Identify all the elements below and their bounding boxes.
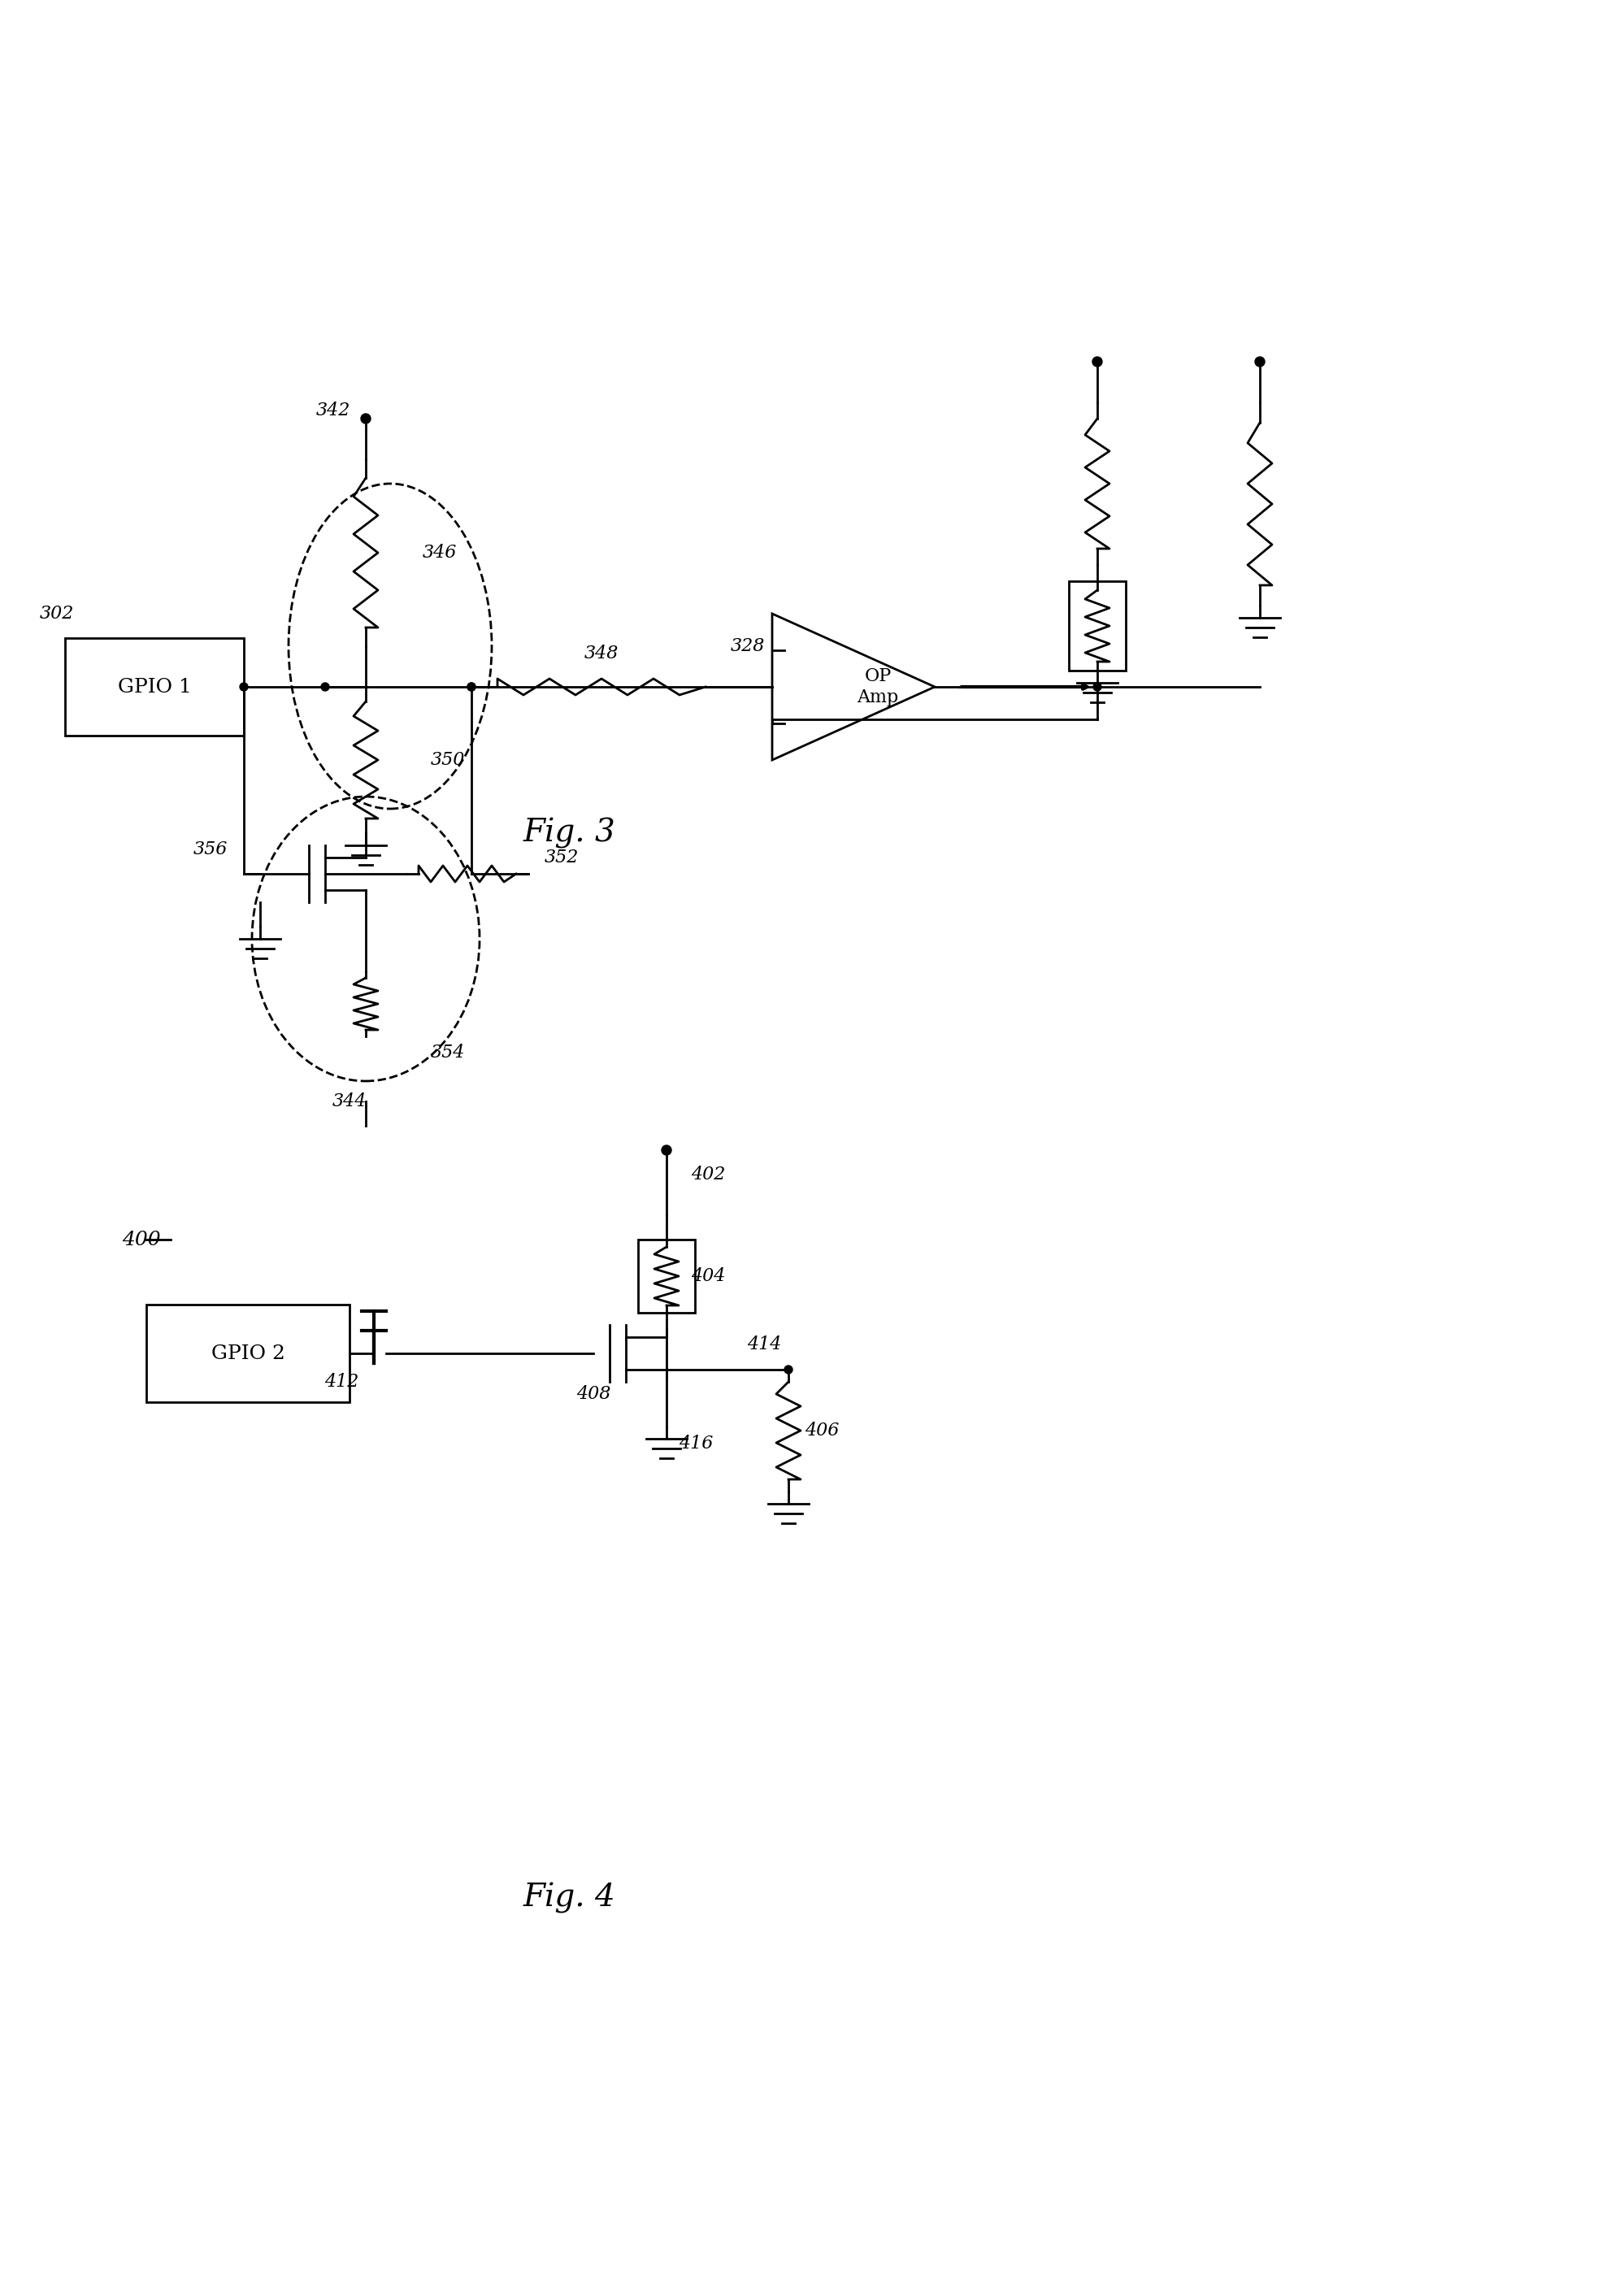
Circle shape xyxy=(1091,358,1101,367)
Text: 354: 354 xyxy=(430,1044,464,1062)
Text: 400: 400 xyxy=(122,1231,161,1249)
Circle shape xyxy=(1093,682,1101,691)
Circle shape xyxy=(661,1145,671,1156)
Text: 352: 352 xyxy=(544,848,578,866)
Text: 328: 328 xyxy=(731,638,765,654)
Bar xyxy=(1069,581,1125,670)
Text: 412: 412 xyxy=(325,1373,359,1391)
Text: 356: 356 xyxy=(193,841,227,857)
Text: Fig. 4: Fig. 4 xyxy=(523,1883,615,1913)
Circle shape xyxy=(322,682,330,691)
Circle shape xyxy=(361,413,370,424)
Bar xyxy=(638,1240,695,1313)
Text: 344: 344 xyxy=(333,1092,367,1110)
Circle shape xyxy=(784,1366,793,1373)
Text: 346: 346 xyxy=(422,545,456,561)
Text: 416: 416 xyxy=(679,1434,713,1452)
Text: OP
Amp: OP Amp xyxy=(856,668,898,707)
Circle shape xyxy=(240,682,248,691)
Text: 408: 408 xyxy=(577,1384,611,1402)
Circle shape xyxy=(468,682,476,691)
Text: 342: 342 xyxy=(317,401,351,420)
Text: 302: 302 xyxy=(39,604,75,622)
Bar xyxy=(146,1304,349,1402)
Circle shape xyxy=(1254,358,1263,367)
Text: 402: 402 xyxy=(690,1165,724,1183)
Text: GPIO 1: GPIO 1 xyxy=(117,677,192,695)
Text: 348: 348 xyxy=(585,645,619,663)
Text: 350: 350 xyxy=(430,750,464,768)
Text: GPIO 2: GPIO 2 xyxy=(211,1343,284,1363)
Text: 406: 406 xyxy=(804,1423,838,1439)
Circle shape xyxy=(468,682,476,691)
Bar xyxy=(65,638,244,736)
Text: 404: 404 xyxy=(690,1268,724,1286)
Text: 414: 414 xyxy=(747,1336,781,1354)
Text: Fig. 3: Fig. 3 xyxy=(523,819,615,848)
